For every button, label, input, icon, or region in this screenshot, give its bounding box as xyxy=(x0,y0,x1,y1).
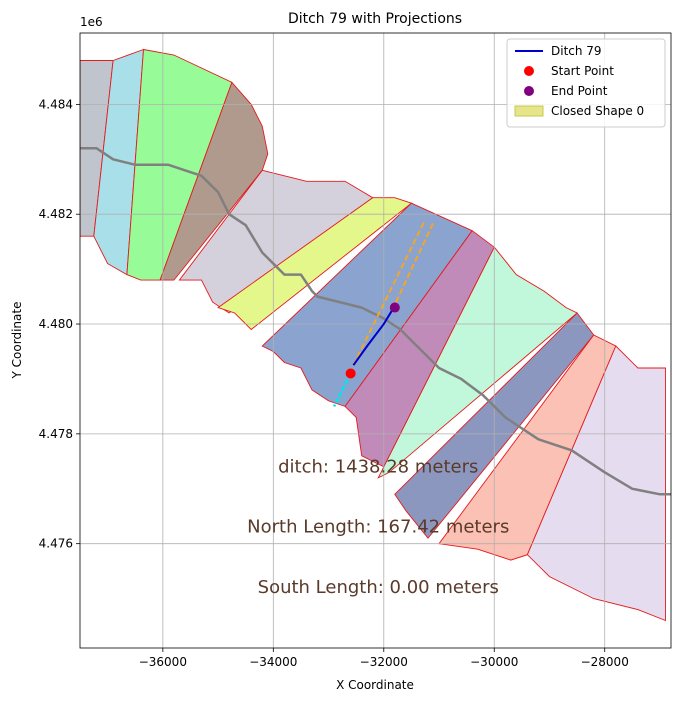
x-axis-label: X Coordinate xyxy=(336,678,414,692)
legend-swatch-1 xyxy=(524,66,534,76)
north-projection-1 xyxy=(391,221,435,311)
region-polygon-11 xyxy=(526,345,666,622)
plot-frame xyxy=(79,32,672,649)
legend: Ditch 79 Start Point End Point Closed Shape… xyxy=(506,38,666,128)
x-axis-ticks: −36000 −34000 −32000 −30000 −28000 xyxy=(139,648,629,669)
legend-label-3: Closed Shape 0 xyxy=(551,104,644,118)
y-tick-label-3: 4.482 xyxy=(39,207,73,221)
x-tick-label-1: −34000 xyxy=(249,655,297,669)
legend-box xyxy=(506,38,666,128)
y-tick-label-0: 4.476 xyxy=(39,537,73,551)
ditch-line xyxy=(352,309,393,366)
x-tick-label-4: −28000 xyxy=(581,655,629,669)
legend-swatch-3 xyxy=(514,105,544,117)
annotation-0: ditch: 1438.28 meters xyxy=(278,456,478,477)
y-tick-label-1: 4.478 xyxy=(39,427,73,441)
legend-label-2: End Point xyxy=(551,84,608,98)
y-tick-label-4: 4.484 xyxy=(39,97,73,111)
x-tick-label-3: −30000 xyxy=(470,655,518,669)
points-layer xyxy=(345,302,400,379)
y-axis-label: Y Coordinate xyxy=(10,302,24,380)
plot-area: ditch: 1438.28 meters North Length: 167.4… xyxy=(80,33,671,648)
south-projection xyxy=(332,372,352,407)
river-line xyxy=(80,147,671,496)
annotation-2: South Length: 0.00 meters xyxy=(258,577,499,598)
x-tick-label-0: −36000 xyxy=(139,655,187,669)
region-polygon-3 xyxy=(159,81,269,281)
y-offset-label: 1e6 xyxy=(80,15,103,29)
legend-label-1: Start Point xyxy=(551,64,614,78)
y-axis-ticks: 4.476 4.478 4.480 4.482 4.484 xyxy=(39,97,80,551)
region-polygon-1 xyxy=(93,48,144,276)
y-tick-label-2: 4.480 xyxy=(39,317,73,331)
end-point xyxy=(389,302,400,313)
legend-label-0: Ditch 79 xyxy=(551,44,602,58)
lines-layer xyxy=(80,147,671,496)
x-tick-label-2: −32000 xyxy=(360,655,408,669)
north-projection-0 xyxy=(352,219,427,366)
grid-layer xyxy=(80,33,671,648)
annotation-1: North Length: 167.42 meters xyxy=(247,517,509,538)
region-polygon-8 xyxy=(377,246,578,479)
chart-title: Ditch 79 with Projections xyxy=(288,11,462,27)
legend-swatch-2 xyxy=(524,86,534,96)
start-point xyxy=(345,368,356,379)
annotations-layer: ditch: 1438.28 meters North Length: 167.4… xyxy=(247,456,509,598)
region-polygon-5 xyxy=(217,197,413,331)
